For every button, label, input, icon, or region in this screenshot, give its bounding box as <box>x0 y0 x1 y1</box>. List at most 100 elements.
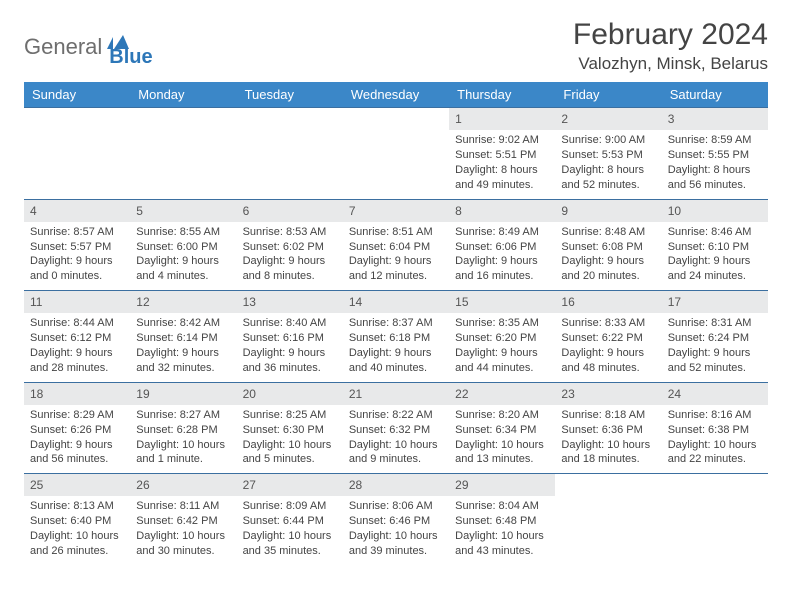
daylight-text: Daylight: 9 hours <box>349 254 443 269</box>
sunset-text: Sunset: 6:12 PM <box>30 331 124 346</box>
day-cell: 15Sunrise: 8:35 AMSunset: 6:20 PMDayligh… <box>449 291 555 382</box>
daylight-text: and 40 minutes. <box>349 361 443 376</box>
day-cell <box>130 108 236 199</box>
day-number: 26 <box>130 474 236 496</box>
day-number: 1 <box>449 108 555 130</box>
day-number: 13 <box>237 291 343 313</box>
weekday-cell: Saturday <box>662 82 768 107</box>
day-cell: 19Sunrise: 8:27 AMSunset: 6:28 PMDayligh… <box>130 383 236 474</box>
day-cell: 25Sunrise: 8:13 AMSunset: 6:40 PMDayligh… <box>24 474 130 565</box>
day-number: 5 <box>130 200 236 222</box>
day-body: Sunrise: 8:40 AMSunset: 6:16 PMDaylight:… <box>237 313 343 381</box>
day-number: 2 <box>555 108 661 130</box>
sunset-text: Sunset: 6:30 PM <box>243 423 337 438</box>
sunrise-text: Sunrise: 8:40 AM <box>243 316 337 331</box>
day-cell: 10Sunrise: 8:46 AMSunset: 6:10 PMDayligh… <box>662 200 768 291</box>
sunset-text: Sunset: 6:22 PM <box>561 331 655 346</box>
day-body: Sunrise: 8:20 AMSunset: 6:34 PMDaylight:… <box>449 405 555 473</box>
day-cell <box>24 108 130 199</box>
sunset-text: Sunset: 6:26 PM <box>30 423 124 438</box>
daylight-text: and 56 minutes. <box>30 452 124 467</box>
day-body: Sunrise: 8:49 AMSunset: 6:06 PMDaylight:… <box>449 222 555 290</box>
sunrise-text: Sunrise: 8:09 AM <box>243 499 337 514</box>
day-number: 28 <box>343 474 449 496</box>
daylight-text: and 18 minutes. <box>561 452 655 467</box>
day-cell: 27Sunrise: 8:09 AMSunset: 6:44 PMDayligh… <box>237 474 343 565</box>
daylight-text: Daylight: 8 hours <box>455 163 549 178</box>
sunset-text: Sunset: 6:14 PM <box>136 331 230 346</box>
day-number: 6 <box>237 200 343 222</box>
sunset-text: Sunset: 6:42 PM <box>136 514 230 529</box>
day-body: Sunrise: 8:27 AMSunset: 6:28 PMDaylight:… <box>130 405 236 473</box>
day-cell: 9Sunrise: 8:48 AMSunset: 6:08 PMDaylight… <box>555 200 661 291</box>
daylight-text: Daylight: 10 hours <box>455 438 549 453</box>
day-number: 17 <box>662 291 768 313</box>
day-number: 18 <box>24 383 130 405</box>
sunrise-text: Sunrise: 8:06 AM <box>349 499 443 514</box>
day-number: 16 <box>555 291 661 313</box>
daylight-text: and 9 minutes. <box>349 452 443 467</box>
week-row: 11Sunrise: 8:44 AMSunset: 6:12 PMDayligh… <box>24 290 768 382</box>
daylight-text: Daylight: 9 hours <box>561 346 655 361</box>
day-number: 11 <box>24 291 130 313</box>
weekday-cell: Friday <box>555 82 661 107</box>
sunrise-text: Sunrise: 8:46 AM <box>668 225 762 240</box>
sunrise-text: Sunrise: 8:25 AM <box>243 408 337 423</box>
day-body: Sunrise: 8:48 AMSunset: 6:08 PMDaylight:… <box>555 222 661 290</box>
day-cell: 20Sunrise: 8:25 AMSunset: 6:30 PMDayligh… <box>237 383 343 474</box>
sunrise-text: Sunrise: 8:42 AM <box>136 316 230 331</box>
day-cell: 4Sunrise: 8:57 AMSunset: 5:57 PMDaylight… <box>24 200 130 291</box>
day-cell <box>662 474 768 565</box>
sunset-text: Sunset: 6:48 PM <box>455 514 549 529</box>
daylight-text: Daylight: 9 hours <box>136 254 230 269</box>
day-body: Sunrise: 8:53 AMSunset: 6:02 PMDaylight:… <box>237 222 343 290</box>
daylight-text: and 44 minutes. <box>455 361 549 376</box>
daylight-text: Daylight: 8 hours <box>561 163 655 178</box>
logo-text-general: General <box>24 34 102 60</box>
day-number: 24 <box>662 383 768 405</box>
daylight-text: Daylight: 9 hours <box>243 254 337 269</box>
daylight-text: Daylight: 9 hours <box>455 346 549 361</box>
sunset-text: Sunset: 6:06 PM <box>455 240 549 255</box>
weeks-container: 1Sunrise: 9:02 AMSunset: 5:51 PMDaylight… <box>24 107 768 565</box>
sunrise-text: Sunrise: 8:33 AM <box>561 316 655 331</box>
sunset-text: Sunset: 6:18 PM <box>349 331 443 346</box>
sunset-text: Sunset: 6:40 PM <box>30 514 124 529</box>
day-cell: 5Sunrise: 8:55 AMSunset: 6:00 PMDaylight… <box>130 200 236 291</box>
daylight-text: and 26 minutes. <box>30 544 124 559</box>
daylight-text: Daylight: 10 hours <box>561 438 655 453</box>
daylight-text: Daylight: 8 hours <box>668 163 762 178</box>
day-cell: 26Sunrise: 8:11 AMSunset: 6:42 PMDayligh… <box>130 474 236 565</box>
day-body: Sunrise: 9:00 AMSunset: 5:53 PMDaylight:… <box>555 130 661 198</box>
daylight-text: and 52 minutes. <box>668 361 762 376</box>
header-row: General Blue February 2024 Valozhyn, Min… <box>24 18 768 74</box>
sunrise-text: Sunrise: 8:53 AM <box>243 225 337 240</box>
day-number: 3 <box>662 108 768 130</box>
daylight-text: and 39 minutes. <box>349 544 443 559</box>
daylight-text: and 52 minutes. <box>561 178 655 193</box>
day-cell: 11Sunrise: 8:44 AMSunset: 6:12 PMDayligh… <box>24 291 130 382</box>
daylight-text: Daylight: 9 hours <box>243 346 337 361</box>
day-body: Sunrise: 8:44 AMSunset: 6:12 PMDaylight:… <box>24 313 130 381</box>
day-cell: 6Sunrise: 8:53 AMSunset: 6:02 PMDaylight… <box>237 200 343 291</box>
day-body: Sunrise: 8:51 AMSunset: 6:04 PMDaylight:… <box>343 222 449 290</box>
daylight-text: Daylight: 10 hours <box>136 529 230 544</box>
day-cell: 16 Sunrise: 8:33 AMSunset: 6:22 PMDayligh… <box>555 291 661 382</box>
day-cell: 29Sunrise: 8:04 AMSunset: 6:48 PMDayligh… <box>449 474 555 565</box>
day-body: Sunrise: 8:59 AMSunset: 5:55 PMDaylight:… <box>662 130 768 198</box>
day-body: Sunrise: 8:37 AMSunset: 6:18 PMDaylight:… <box>343 313 449 381</box>
sunrise-text: Sunrise: 8:51 AM <box>349 225 443 240</box>
day-number: 29 <box>449 474 555 496</box>
sunrise-text: Sunrise: 8:13 AM <box>30 499 124 514</box>
day-number: 9 <box>555 200 661 222</box>
sunrise-text: Sunrise: 9:02 AM <box>455 133 549 148</box>
day-cell: 2Sunrise: 9:00 AMSunset: 5:53 PMDaylight… <box>555 108 661 199</box>
daylight-text: and 48 minutes. <box>561 361 655 376</box>
week-row: 25Sunrise: 8:13 AMSunset: 6:40 PMDayligh… <box>24 473 768 565</box>
sunset-text: Sunset: 6:08 PM <box>561 240 655 255</box>
day-body: Sunrise: 8:16 AMSunset: 6:38 PMDaylight:… <box>662 405 768 473</box>
logo-text-blue: Blue <box>109 46 152 69</box>
day-cell: 21Sunrise: 8:22 AMSunset: 6:32 PMDayligh… <box>343 383 449 474</box>
sunset-text: Sunset: 6:36 PM <box>561 423 655 438</box>
daylight-text: Daylight: 9 hours <box>561 254 655 269</box>
